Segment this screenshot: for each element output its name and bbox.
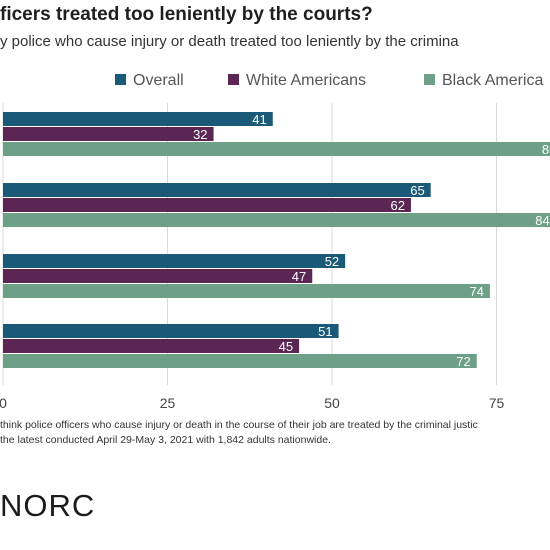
legend-item-white-americans: White Americans [228,72,366,90]
bar-series-1-group-2 [3,183,431,197]
footnote-line-1: think police officers who cause injury o… [0,419,478,431]
bar-series-2-group-2 [3,198,411,212]
bar-value-label-series-2-group-1: 32 [193,127,207,142]
bar-value-label-series-1-group-2: 65 [410,183,424,198]
bar-series-3-group-1 [3,142,550,156]
legend-item-overall: Overall [115,72,184,90]
legend-swatch-black-americans [424,74,435,85]
bar-value-label-series-3-group-2: 84 [535,213,549,228]
bar-series-1-group-1 [3,112,273,126]
bar-series-1-group-3 [3,254,346,268]
legend-swatch-white-americans [228,74,239,85]
legend-label-white-americans: White Americans [246,72,367,89]
bar-value-label-series-2-group-4: 45 [279,339,293,354]
bar-value-label-series-1-group-1: 41 [252,112,266,127]
bar-value-label-series-3-group-4: 72 [456,354,470,369]
legend-swatch-overall [115,74,126,85]
bar-chart: 0 25 50 75 41 65 52 51 32 62 47 45 85 84 74 72 [0,103,550,410]
bar-value-label-series-1-group-3: 52 [325,254,339,269]
footnote-line-2: the latest conducted April 29-May 3, 202… [0,434,331,446]
footnote: think police officers who cause injury o… [0,418,550,448]
bar-series-3-group-2 [3,213,550,227]
bar-value-label-series-2-group-3: 47 [292,269,306,284]
x-tick-label-0: 0 [0,395,7,410]
bar-series-2-group-4 [3,339,300,353]
bar-series-2-group-1 [3,127,214,141]
chart-subtitle: y police who cause injury or death treat… [0,33,459,50]
bar-value-label-series-3-group-1: 85 [542,142,550,157]
bar-value-label-series-1-group-4: 51 [318,324,332,339]
chart-title: ficers treated too leniently by the cour… [0,4,373,25]
x-tick-label-75: 75 [489,395,505,410]
bar-value-label-series-2-group-2: 62 [390,198,404,213]
x-tick-label-50: 50 [324,395,340,410]
legend-label-black-americans: Black America [442,72,544,89]
bar-value-label-series-3-group-3: 74 [469,284,483,299]
bar-series-2-group-3 [3,269,313,283]
x-tick-label-25: 25 [160,395,176,410]
legend: Overall White Americans Black America [0,72,550,94]
legend-item-black-americans: Black America [424,72,543,90]
bar-series-1-group-4 [3,324,339,338]
legend-label-overall: Overall [133,72,184,89]
norc-logo: NORC [0,488,96,523]
bar-series-3-group-3 [3,284,490,298]
bar-series-3-group-4 [3,354,477,368]
